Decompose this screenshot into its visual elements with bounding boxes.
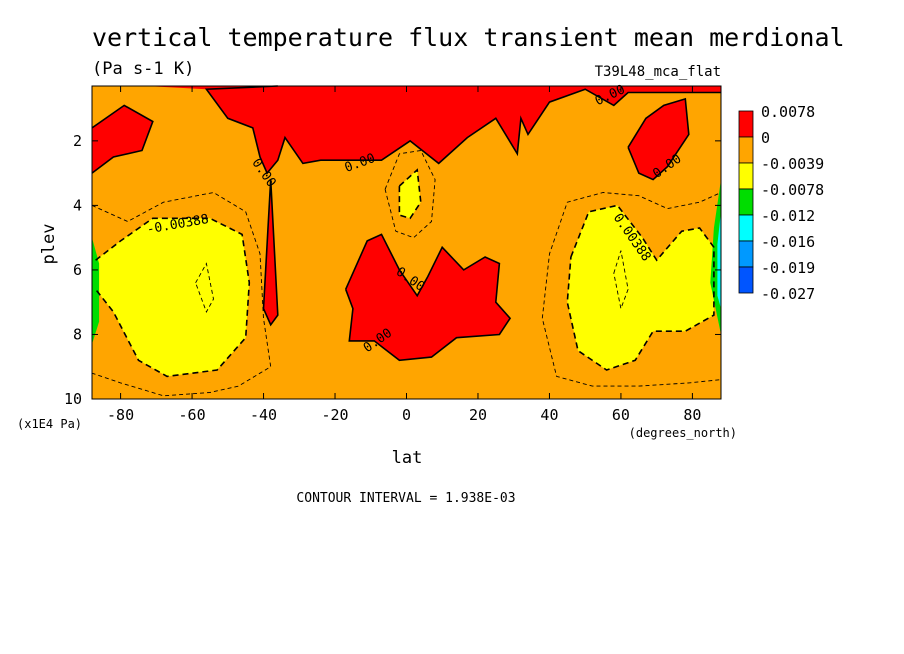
y-axis-units: (x1E4 Pa) xyxy=(17,417,82,431)
colorbar: 0.0078 0 -0.0039 -0.0078 -0.012 -0.016 -0.019 -… xyxy=(738,103,824,303)
colorbar-label: -0.0078 xyxy=(761,181,824,199)
contour-line-dashed xyxy=(541,191,722,387)
contour-line-solid xyxy=(262,179,279,327)
x-tick-label: 80 xyxy=(683,406,701,424)
x-tick-label: 40 xyxy=(540,406,558,424)
plot-area: 0.00 0.000.000.000.000.00-0.00388 0.00388 … xyxy=(64,82,722,424)
contour-interval-note: CONTOUR INTERVAL = 1.938E-03 xyxy=(296,491,515,506)
x-tick-label: -20 xyxy=(321,406,348,424)
contour-line-dashed xyxy=(384,150,436,239)
y-tick-label: 10 xyxy=(64,390,82,408)
filled-region xyxy=(263,179,278,325)
colorbar-swatch xyxy=(738,162,754,190)
contour-line-solid xyxy=(204,85,721,175)
contour-line-dashed xyxy=(91,192,272,397)
colorbar-swatch xyxy=(738,266,754,294)
filled-region xyxy=(345,234,511,361)
colorbar-swatch xyxy=(738,214,754,242)
x-axis: -80 -60 -40 -20 0 20 40 60 80 xyxy=(107,86,701,424)
filled-region xyxy=(95,218,250,377)
x-tick-label: -40 xyxy=(250,406,277,424)
contour-line-dashed xyxy=(195,262,214,313)
colorbar-label: -0.027 xyxy=(761,285,815,303)
colorbar-label: -0.012 xyxy=(761,207,815,225)
filled-region xyxy=(399,169,421,219)
contour-line-dashed xyxy=(398,168,422,220)
colorbar-label: -0.016 xyxy=(761,233,815,251)
contour-line-dashed xyxy=(613,250,629,311)
y-tick-label: 8 xyxy=(73,325,82,343)
contour-lines xyxy=(91,85,722,397)
contour-line-dashed xyxy=(566,204,715,371)
colorbar-swatch xyxy=(738,136,754,164)
x-tick-label: -80 xyxy=(107,406,134,424)
colorbar-label: 0 xyxy=(761,129,770,147)
colorbar-swatch xyxy=(738,240,754,268)
filled-region xyxy=(567,205,714,370)
contour-line-solid xyxy=(91,104,154,174)
filled-region xyxy=(92,237,100,345)
colorbar-label: -0.0039 xyxy=(761,155,824,173)
y-axis: 2 4 6 8 10 xyxy=(64,132,721,408)
contour-line-solid xyxy=(344,233,512,362)
dataset-label: T39L48_mca_flat xyxy=(595,64,721,80)
colorbar-swatch xyxy=(738,110,754,138)
filled-region xyxy=(717,211,721,309)
filled-region xyxy=(92,105,153,174)
contour-line-dashed xyxy=(94,217,251,378)
colorbar-label: 0.0078 xyxy=(761,103,815,121)
x-axis-label: lat xyxy=(392,448,423,468)
y-axis-label: plev xyxy=(39,224,59,265)
filled-region xyxy=(92,86,721,174)
filled-regions xyxy=(92,86,721,377)
y-tick-label: 6 xyxy=(73,261,82,279)
x-axis-units: (degrees_north) xyxy=(629,426,737,440)
x-tick-label: -60 xyxy=(179,406,206,424)
chart-title: vertical temperature flux transient mean… xyxy=(92,23,845,52)
y-tick-label: 2 xyxy=(73,132,82,150)
colorbar-swatch xyxy=(738,188,754,216)
contour-line-solid xyxy=(627,97,690,181)
x-tick-label: 60 xyxy=(612,406,630,424)
filled-region xyxy=(628,98,689,180)
x-tick-label: 0 xyxy=(402,406,411,424)
y-tick-label: 4 xyxy=(73,196,82,214)
colorbar-label: -0.019 xyxy=(761,259,815,277)
units-label: (Pa s-1 K) xyxy=(92,59,194,79)
x-tick-label: 20 xyxy=(469,406,487,424)
